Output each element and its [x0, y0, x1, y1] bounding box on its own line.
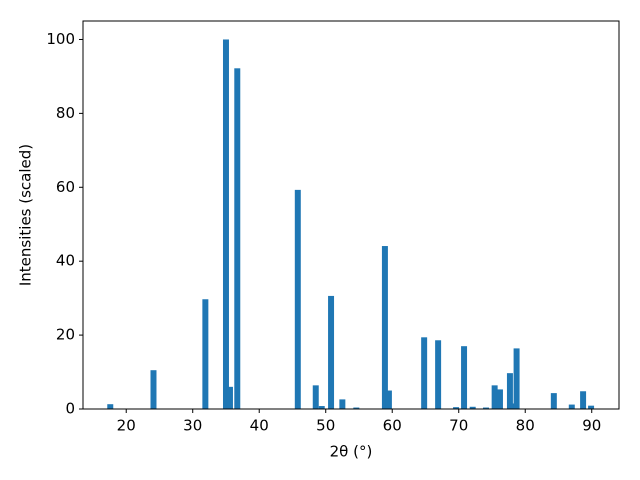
bar	[107, 404, 114, 409]
bar	[491, 385, 498, 409]
bar	[234, 68, 241, 410]
bar	[580, 391, 587, 409]
bar	[294, 189, 301, 409]
bar	[226, 386, 233, 409]
x-tick-label: 90	[582, 417, 601, 435]
bar	[513, 348, 520, 409]
y-tick-label: 60	[56, 178, 75, 196]
plot-frame	[82, 20, 620, 410]
bar	[222, 39, 229, 409]
y-axis-label: Intensities (scaled)	[17, 144, 35, 286]
bar	[318, 406, 325, 409]
y-tick-label: 100	[46, 30, 75, 48]
x-tick-label: 50	[316, 417, 335, 435]
bar	[312, 385, 319, 409]
bar	[381, 246, 388, 409]
bar	[385, 390, 392, 409]
bar	[506, 373, 513, 409]
bar	[461, 346, 468, 409]
bar	[202, 299, 209, 409]
x-tick-label: 60	[383, 417, 402, 435]
x-tick-label: 40	[250, 417, 269, 435]
y-tick-label: 20	[56, 326, 75, 344]
bar	[453, 407, 460, 409]
x-tick-label: 20	[117, 417, 136, 435]
x-tick-label: 70	[449, 417, 468, 435]
bar	[469, 406, 476, 409]
bar	[421, 337, 428, 409]
bar	[328, 295, 335, 409]
bar	[150, 370, 157, 409]
bar	[550, 393, 557, 409]
bar	[568, 404, 575, 409]
bar	[435, 340, 442, 409]
x-tick-label: 30	[183, 417, 202, 435]
bar	[588, 405, 595, 409]
bar	[353, 407, 360, 409]
y-tick-label: 40	[56, 252, 75, 270]
x-tick-label: 80	[516, 417, 535, 435]
y-tick-label: 0	[65, 400, 75, 418]
bar	[496, 389, 503, 409]
x-axis-label: 2θ (°)	[330, 443, 373, 461]
bar	[483, 407, 489, 409]
bar	[339, 399, 346, 409]
y-tick-label: 80	[56, 104, 75, 122]
